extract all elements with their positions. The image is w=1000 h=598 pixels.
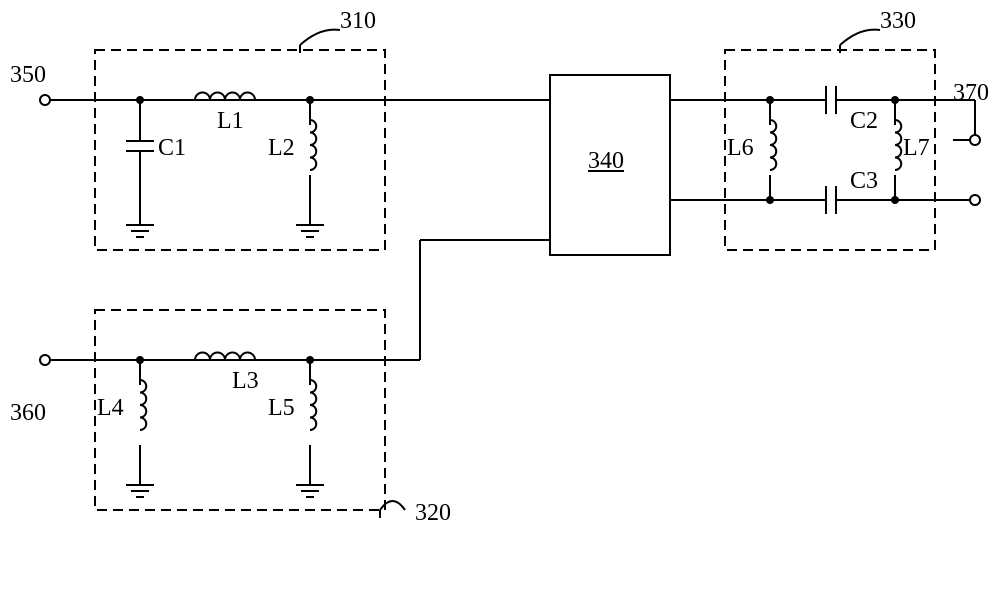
l2-label: L2 — [268, 135, 295, 162]
port-360-label: 360 — [10, 400, 46, 427]
l7-label: L7 — [903, 135, 930, 162]
port-370-label: 370 — [953, 80, 989, 107]
block-320-label: 320 — [415, 500, 451, 527]
c1-label: C1 — [158, 135, 186, 162]
block-330-label: 330 — [880, 8, 916, 35]
l3-label: L3 — [232, 368, 259, 395]
schematic-canvas — [0, 0, 1000, 598]
l4-label: L4 — [97, 395, 124, 422]
port-350-label: 350 — [10, 62, 46, 89]
l5-label: L5 — [268, 395, 295, 422]
l1-label: L1 — [217, 108, 244, 135]
l6-label: L6 — [727, 135, 754, 162]
block-340-label: 340 — [588, 148, 624, 175]
c3-label: C3 — [850, 168, 878, 195]
c2-label: C2 — [850, 108, 878, 135]
block-310-label: 310 — [340, 8, 376, 35]
